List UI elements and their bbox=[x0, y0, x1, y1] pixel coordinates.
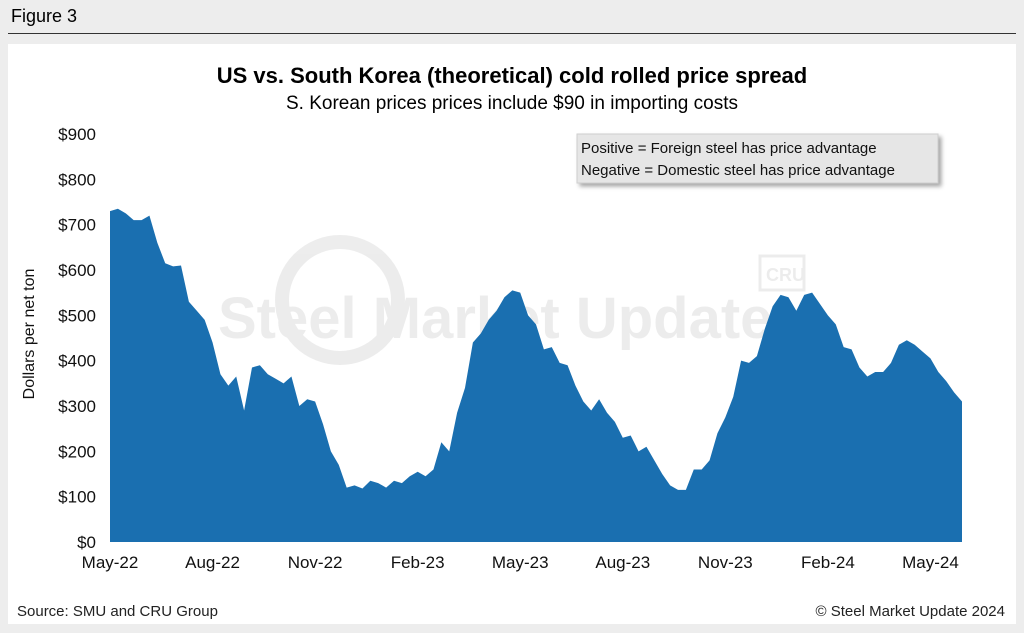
x-tick-label: May-23 bbox=[492, 553, 549, 572]
copyright-note: © Steel Market Update 2024 bbox=[816, 603, 1006, 620]
watermark-logo: CRU bbox=[766, 265, 805, 285]
x-tick-label: Feb-23 bbox=[391, 553, 445, 572]
x-tick-label: Aug-22 bbox=[185, 553, 240, 572]
watermark-swoosh bbox=[275, 235, 405, 365]
legend-note-line-2: Negative = Domestic steel has price adva… bbox=[581, 162, 895, 179]
y-tick-label: $600 bbox=[58, 261, 96, 280]
watermark-logo-box bbox=[758, 254, 806, 292]
area-layer bbox=[110, 208, 962, 543]
y-tick-label: $0 bbox=[77, 533, 96, 552]
y-tick-label: $500 bbox=[58, 306, 96, 325]
area-series bbox=[110, 208, 962, 543]
y-axis: $0 $100 $200 $300 $400 $500 $600 $700 $800 $900 bbox=[58, 125, 96, 552]
y-tick-label: $300 bbox=[58, 397, 96, 416]
header-rule bbox=[8, 33, 1016, 34]
y-axis-label: Dollars per net ton bbox=[21, 269, 38, 400]
x-tick-label: May-24 bbox=[902, 553, 959, 572]
chart-title: US vs. South Korea (theoretical) cold ro… bbox=[217, 63, 807, 88]
legend-note-box bbox=[576, 133, 939, 184]
y-tick-label: $200 bbox=[58, 442, 96, 461]
source-note: Source: SMU and CRU Group bbox=[17, 603, 218, 620]
y-tick-label: $100 bbox=[58, 488, 96, 507]
legend-note: Positive = Foreign steel has price advan… bbox=[576, 133, 939, 184]
y-tick-label: $900 bbox=[58, 125, 96, 144]
x-tick-label: Feb-24 bbox=[801, 553, 855, 572]
chart-subtitle: S. Korean prices prices include $90 in i… bbox=[286, 93, 738, 114]
x-tick-label: Aug-23 bbox=[595, 553, 650, 572]
x-tick-label: Nov-23 bbox=[698, 553, 753, 572]
x-tick-label: Nov-22 bbox=[288, 553, 343, 572]
x-axis: May-22 Aug-22 Nov-22 Feb-23 May-23 Aug-23 Nov-… bbox=[82, 553, 959, 572]
x-tick-label: May-22 bbox=[82, 553, 139, 572]
y-tick-label: $800 bbox=[58, 170, 96, 189]
y-tick-label: $700 bbox=[58, 216, 96, 235]
y-tick-label: $400 bbox=[58, 352, 96, 371]
figure-label: Figure 3 bbox=[11, 6, 78, 26]
legend-note-line-1: Positive = Foreign steel has price advan… bbox=[581, 140, 877, 157]
